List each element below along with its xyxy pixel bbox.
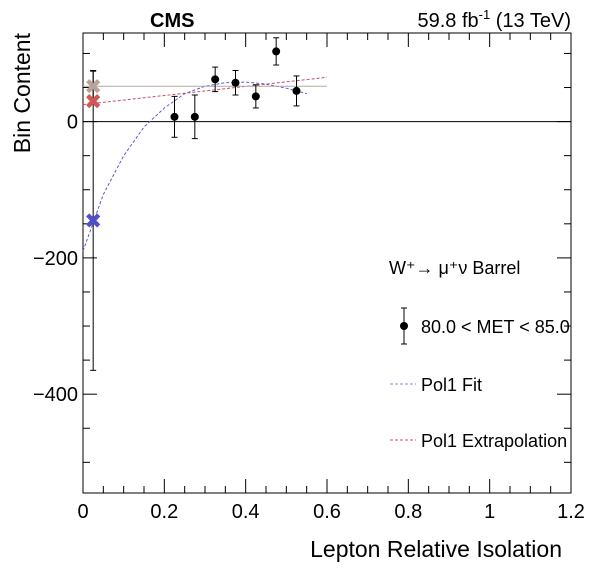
x-tick-label: 0 <box>77 501 88 523</box>
extrapolated-points <box>86 69 101 371</box>
legend-entry-2: Pol1 Extrapolation <box>390 431 567 451</box>
data-point <box>292 75 301 107</box>
data-marker <box>211 75 220 84</box>
data-point <box>251 84 260 109</box>
legend: W⁺→ μ⁺ν Barrel 80.0 < MET < 85.0 Pol1 Fit P… <box>389 258 570 451</box>
data-marker <box>170 112 179 121</box>
legend-marker <box>400 322 408 330</box>
legend-label: Pol1 Fit <box>421 375 482 395</box>
x-tick-label: 0.4 <box>232 501 260 523</box>
data-point <box>231 69 240 96</box>
y-tick-label: 0 <box>67 112 78 134</box>
data-point <box>272 37 281 66</box>
extrapolated-marker-1 <box>86 94 101 109</box>
data-point <box>211 66 220 93</box>
fit-curve-1 <box>82 76 328 106</box>
legend-label: 80.0 < MET < 85.0 <box>421 317 570 337</box>
data-marker <box>251 92 260 101</box>
fit-curves <box>82 76 328 252</box>
lumi-exponent: -1 <box>479 7 491 22</box>
legend-entry-1: Pol1 Fit <box>390 375 482 395</box>
lumi-energy: (13 TeV) <box>490 10 571 32</box>
legend-entry-0: 80.0 < MET < 85.0 <box>400 307 570 345</box>
extrapolated-marker-stroke <box>86 94 101 109</box>
axes: 0 0.2 0.4 0.6 0.8 1 1.2 −400 −200 0 <box>33 32 585 523</box>
data-points <box>170 37 301 140</box>
cms-label: CMS <box>150 10 194 32</box>
x-tick-label: 1.2 <box>557 501 585 523</box>
extrapolated-marker-stroke <box>86 213 101 228</box>
data-marker <box>231 78 240 87</box>
x-axis-title: Lepton Relative Isolation <box>310 536 562 562</box>
data-marker <box>272 47 281 56</box>
x-tick-label: 0.8 <box>394 501 422 523</box>
data-marker <box>190 112 199 121</box>
x-tick-label: 0.6 <box>313 501 341 523</box>
y-tick-label: −400 <box>33 384 78 406</box>
legend-label: Pol1 Extrapolation <box>421 431 567 451</box>
extrapolated-marker-stroke <box>86 79 101 94</box>
x-tick-label: 1 <box>484 501 495 523</box>
data-point <box>190 94 199 140</box>
y-tick-label: −200 <box>33 248 78 270</box>
data-point <box>170 95 179 138</box>
y-axis-title: Bin Content <box>9 32 35 153</box>
lumi-label: 59.8 fb-1 (13 TeV) <box>417 7 571 32</box>
fit-curve-0 <box>82 81 307 252</box>
legend-title: W⁺→ μ⁺ν Barrel <box>389 258 520 278</box>
x-tick-label: 0.2 <box>150 501 178 523</box>
lumi-value: 59.8 fb <box>417 10 478 32</box>
extrapolated-marker-0 <box>86 213 101 228</box>
data-marker <box>292 86 301 95</box>
extrapolated-marker-2 <box>86 79 101 94</box>
